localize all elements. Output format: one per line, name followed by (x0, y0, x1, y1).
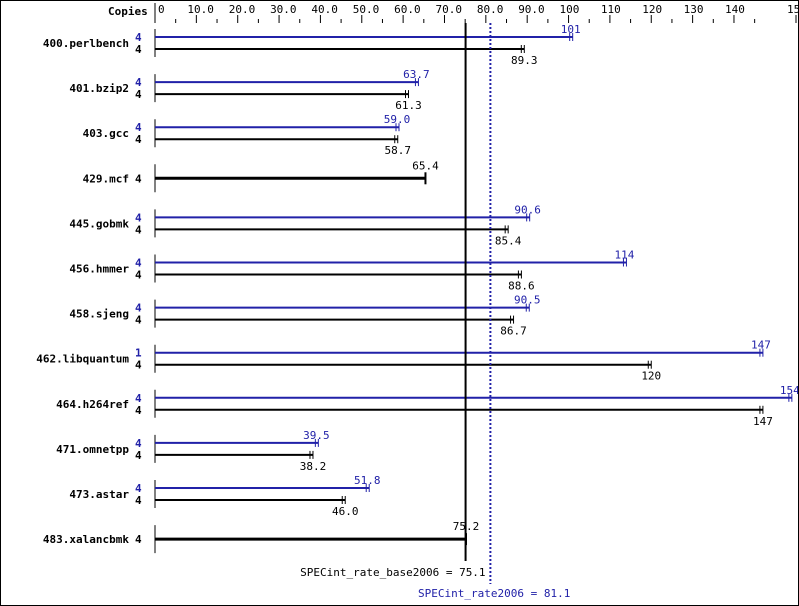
tick-label: 110 (601, 3, 621, 16)
base-value: 86.7 (500, 325, 527, 338)
benchmark-name: 401.bzip2 (69, 82, 129, 95)
base-copies: 4 (135, 533, 142, 546)
peak-copies: 4 (135, 437, 142, 450)
tick-label: 50.0 (353, 3, 380, 16)
peak-value: 59.0 (384, 113, 411, 126)
base-copies: 4 (135, 494, 142, 507)
tick-label: 10.0 (187, 3, 214, 16)
base-value: 65.4 (412, 159, 439, 172)
peak-summary-label: SPECint_rate2006 = 81.1 (418, 587, 570, 600)
tick-label: 155 (787, 3, 799, 16)
base-copies: 4 (135, 43, 142, 56)
base-value: 89.3 (511, 54, 538, 67)
tick-label: 20.0 (229, 3, 256, 16)
tick-label: 100 (560, 3, 580, 16)
tick-label: 90.0 (518, 3, 545, 16)
tick-label: 80.0 (477, 3, 504, 16)
base-copies: 4 (135, 404, 142, 417)
base-copies: 4 (135, 223, 142, 236)
base-value: 46.0 (332, 505, 359, 518)
benchmark-name: 471.omnetpp (56, 443, 129, 456)
base-value: 61.3 (395, 99, 422, 112)
benchmark-name: 403.gcc (83, 127, 129, 140)
tick-label: 60.0 (394, 3, 421, 16)
base-value: 120 (641, 370, 661, 383)
benchmark-name: 400.perlbench (43, 37, 129, 50)
tick-label: 130 (684, 3, 704, 16)
peak-value: 63.7 (403, 68, 430, 81)
base-copies: 4 (135, 88, 142, 101)
peak-value: 154 (780, 384, 799, 397)
peak-copies: 4 (135, 121, 142, 134)
base-value: 88.6 (508, 280, 535, 293)
peak-copies: 4 (135, 211, 142, 224)
base-copies: 4 (135, 269, 142, 282)
benchmark-name: 473.astar (69, 488, 129, 501)
peak-copies: 1 (135, 347, 142, 360)
base-copies: 4 (135, 172, 142, 185)
peak-value: 39.5 (303, 429, 330, 442)
peak-copies: 4 (135, 302, 142, 315)
base-value: 147 (753, 415, 773, 428)
peak-value: 147 (751, 339, 771, 352)
base-value: 85.4 (495, 234, 522, 247)
tick-label: 70.0 (435, 3, 462, 16)
peak-copies: 4 (135, 76, 142, 89)
tick-label: 120 (642, 3, 662, 16)
benchmark-name: 445.gobmk (69, 217, 129, 230)
base-copies: 4 (135, 133, 142, 146)
benchmark-name: 456.hmmer (69, 263, 129, 276)
base-copies: 4 (135, 314, 142, 327)
peak-copies: 4 (135, 257, 142, 270)
tick-label: 140 (725, 3, 745, 16)
peak-value: 51.8 (354, 474, 381, 487)
benchmark-name: 464.h264ref (56, 398, 129, 411)
base-summary-label: SPECint_rate_base2006 = 75.1 (300, 566, 485, 579)
peak-copies: 4 (135, 31, 142, 44)
benchmark-name: 462.libquantum (36, 353, 129, 366)
benchmark-name: 429.mcf (83, 172, 129, 185)
base-copies: 4 (135, 359, 142, 372)
peak-copies: 4 (135, 392, 142, 405)
base-value: 58.7 (385, 144, 412, 157)
peak-value: 90.5 (514, 294, 541, 307)
tick-label: 0 (158, 3, 165, 16)
tick-label: 30.0 (270, 3, 297, 16)
peak-value: 90.6 (514, 203, 541, 216)
base-value: 38.2 (300, 460, 327, 473)
peak-copies: 4 (135, 482, 142, 495)
base-copies: 4 (135, 449, 142, 462)
peak-value: 114 (615, 249, 635, 262)
axis-label: Copies (108, 5, 148, 18)
tick-label: 40.0 (311, 3, 338, 16)
benchmark-name: 458.sjeng (69, 308, 129, 321)
peak-value: 101 (561, 23, 581, 36)
benchmark-name: 483.xalancbmk (43, 533, 129, 546)
